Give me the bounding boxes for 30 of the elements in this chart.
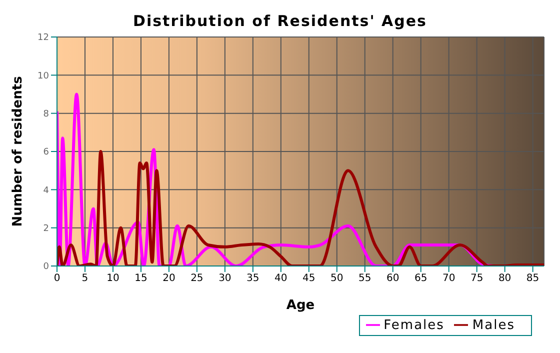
x-tick-label: 15: [134, 273, 148, 284]
legend-label: Females: [384, 318, 444, 333]
x-tick-label: 70: [442, 273, 456, 284]
x-tick-label: 55: [358, 273, 372, 284]
x-tick-label: 45: [302, 273, 316, 284]
y-tick-label: 2: [43, 224, 49, 234]
x-tick-label: 80: [498, 273, 512, 284]
x-tick-label: 10: [106, 273, 120, 284]
y-tick-label: 10: [38, 71, 50, 82]
x-tick-label: 35: [246, 273, 260, 284]
x-tick-label: 40: [274, 273, 288, 284]
x-tick-label: 25: [190, 273, 204, 284]
x-tick-label: 50: [330, 273, 344, 284]
x-tick-label: 20: [162, 273, 176, 284]
x-axis-title: Age: [286, 298, 315, 313]
x-tick-label: 85: [526, 273, 540, 284]
y-axis-title: Number of residents: [10, 76, 26, 227]
x-tick-label: 75: [470, 273, 484, 284]
x-tick-label: 60: [386, 273, 400, 284]
y-tick-label: 6: [43, 148, 50, 158]
x-tick-label: 0: [54, 273, 60, 284]
y-tick-label: 4: [43, 186, 50, 196]
x-tick-label: 65: [414, 273, 428, 284]
x-tick-label: 5: [82, 273, 88, 284]
y-tick-label: 12: [38, 33, 49, 44]
legend-label: Males: [472, 318, 515, 333]
x-tick-label: 30: [218, 273, 232, 284]
y-tick-label: 8: [43, 110, 50, 120]
chart-title: Distribution of Residents' Ages: [132, 12, 428, 30]
y-tick-label: 0: [43, 262, 50, 272]
